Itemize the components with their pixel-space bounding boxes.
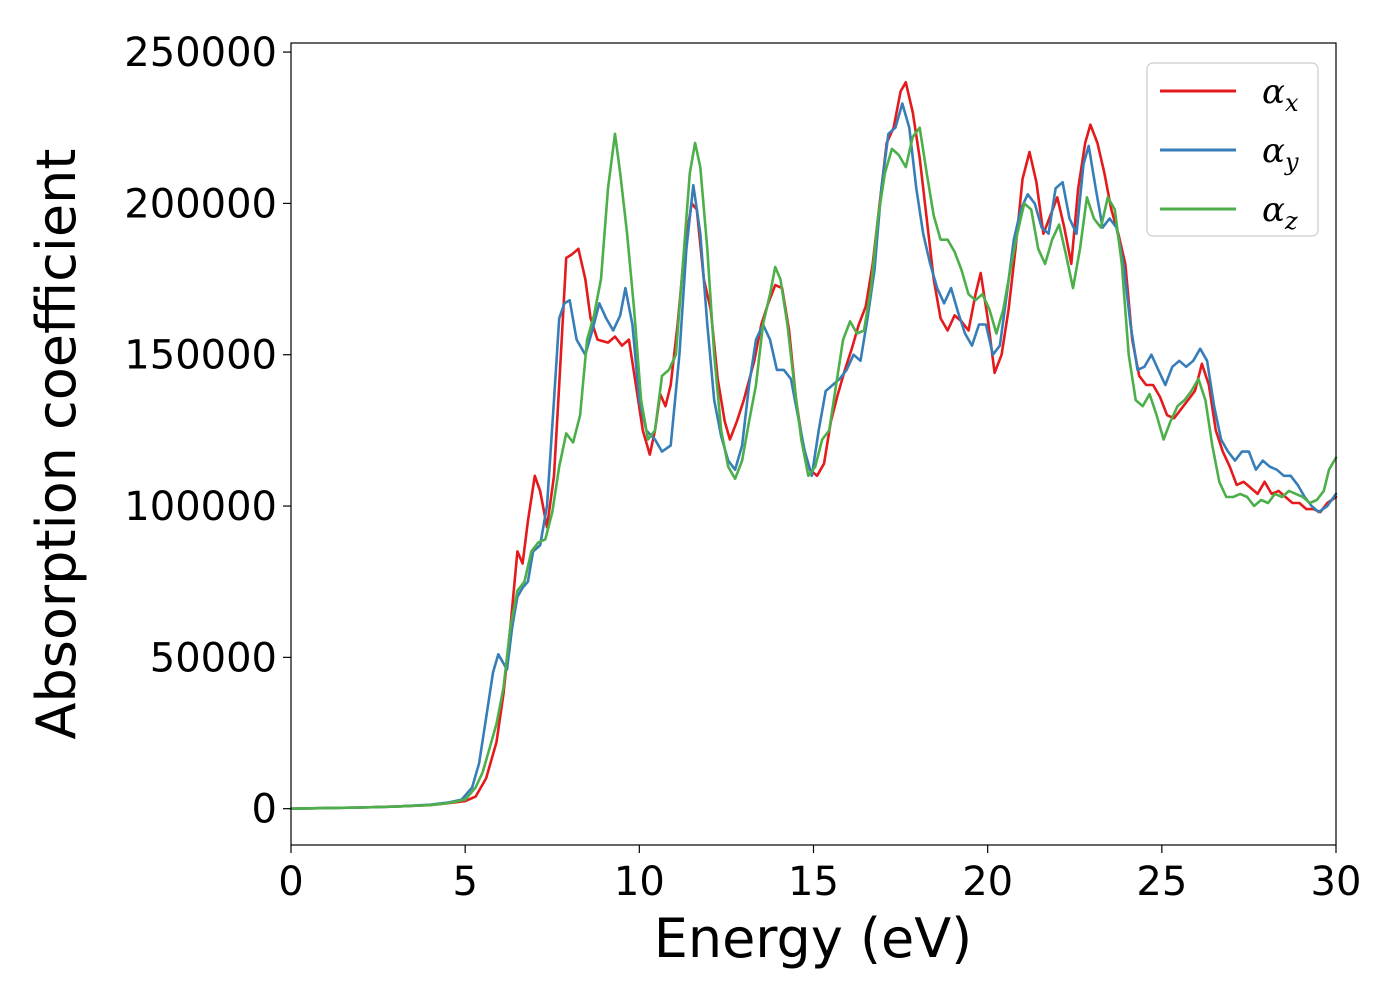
y-tick-label: 50000 [150,635,277,681]
y-tick-label: 150000 [124,333,277,379]
y-tick-label: 100000 [124,484,277,530]
x-tick-label: 25 [1136,859,1187,905]
x-axis-title: Energy (eV) [654,907,973,970]
x-tick-label: 30 [1311,859,1362,905]
y-tick-label: 250000 [124,30,277,76]
series-layer [289,81,1338,810]
y-axis: 0 50000 100000 150000 200000 250000 [124,30,291,833]
y-axis-title: Absorption coefficient [25,149,88,740]
legend-label-alpha-z: αz [1262,190,1298,235]
y-tick-label: 0 [252,787,277,833]
legend-label-alpha-y: αy [1262,131,1299,176]
legend: αx αy αz [1146,62,1319,237]
x-tick-label: 0 [278,859,303,905]
series-line-alpha-z [289,126,1338,810]
x-tick-label: 20 [962,859,1013,905]
x-tick-label: 10 [614,859,665,905]
x-axis: 0 5 10 15 20 25 30 [278,845,1361,905]
x-tick-label: 5 [452,859,477,905]
x-tick-label: 15 [788,859,839,905]
y-tick-label: 200000 [124,181,277,227]
legend-label-alpha-x: αx [1262,72,1299,117]
